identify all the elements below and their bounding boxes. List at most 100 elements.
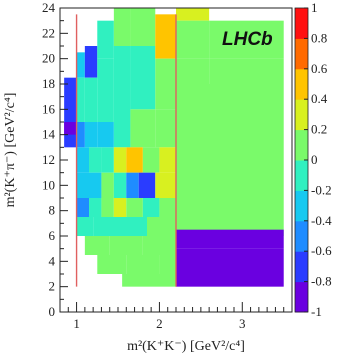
heatmap-cell (176, 58, 210, 84)
colorbar-segment (295, 38, 308, 70)
heatmap-cell (93, 217, 118, 236)
heatmap-cell (138, 172, 156, 198)
heatmap-cell (76, 77, 85, 122)
heatmap-cell (113, 46, 131, 122)
heatmap-cell (101, 198, 114, 217)
colorbar-segment (295, 251, 308, 283)
heatmap-cell (176, 20, 210, 59)
heatmap-cell (126, 172, 139, 198)
heatmap-cell (159, 147, 176, 173)
heatmap-cell (130, 109, 156, 148)
heatmap-cell (76, 147, 89, 173)
y-tick-label: 18 (42, 76, 55, 91)
heatmap-cell (126, 147, 143, 173)
heatmap-cell (84, 77, 98, 122)
heatmap-cell (113, 8, 131, 46)
heatmap-cell (97, 20, 114, 59)
heatmap-cell (159, 198, 176, 217)
colorbar-segment (295, 281, 308, 313)
heatmap-cell (147, 217, 176, 236)
heatmap-cell (122, 274, 176, 287)
heatmap-cell (101, 172, 114, 198)
heatmap-cell (155, 109, 176, 148)
heatmap-cells (64, 8, 284, 287)
heatmap-cell (64, 77, 77, 148)
heatmap-cell (84, 236, 110, 255)
heatmap-cell (76, 198, 89, 217)
colorbar-tick-label: 0.8 (311, 30, 327, 45)
heatmap-cell (155, 14, 176, 59)
heatmap-cell (155, 58, 176, 110)
heatmap-cell (113, 122, 131, 148)
heatmap-cell (76, 217, 94, 236)
heatmap-cell (101, 147, 114, 173)
colorbar-tick-label: -0.6 (311, 243, 332, 258)
y-tick-label: 2 (49, 279, 56, 294)
heatmap-cell (89, 147, 102, 173)
colorbar-tick-label: 0.2 (311, 122, 327, 137)
heatmap-cell (97, 58, 114, 122)
colorbar-tick-label: -1 (311, 304, 322, 319)
heatmap-cell (97, 255, 127, 274)
heatmap-cell (84, 122, 98, 148)
colorbar-tick-label: 0.6 (311, 61, 328, 76)
heatmap-cell (155, 172, 176, 198)
heatmap-cell (142, 236, 176, 255)
colorbar-segment (295, 68, 308, 100)
y-axis-label: m²(K⁺π⁻) [GeV²/c⁴] (3, 93, 18, 208)
x-axis-label: m²(K⁺K⁻) [GeV²/c⁴] (127, 339, 245, 354)
colorbar-segment (295, 220, 308, 252)
heatmap-cell (76, 172, 89, 198)
heatmap-cell (209, 58, 284, 84)
x-tick-label: 1 (73, 316, 80, 331)
heatmap-cell (176, 84, 210, 135)
colorbar-tick-label: 0 (311, 152, 318, 167)
y-tick-label: 12 (42, 152, 55, 167)
y-tick-label: 24 (42, 0, 56, 15)
heatmap-cell (209, 20, 284, 59)
y-tick-label: 0 (49, 304, 56, 319)
heatmap-cell (142, 198, 160, 217)
heatmap-cell (84, 46, 98, 78)
heatmap-cell (130, 8, 156, 46)
heatmap-cell (113, 198, 127, 217)
colorbar-segment (295, 129, 308, 161)
y-tick-label: 6 (49, 228, 56, 243)
colorbar-tick-label: 1 (311, 0, 318, 15)
heatmap-cell (89, 172, 102, 198)
heatmap-cell (89, 198, 102, 217)
y-tick-label: 8 (49, 203, 56, 218)
colorbar-tick-label: -0.2 (311, 182, 332, 197)
heatmap-cell (113, 147, 127, 173)
x-tick-label: 3 (239, 316, 246, 331)
colorbar-segment (295, 8, 308, 39)
heatmap-cell (130, 46, 156, 110)
colorbar-segment (295, 160, 308, 191)
heatmap-cell (142, 147, 160, 173)
y-tick-label: 14 (42, 127, 56, 142)
heatmap-cell (76, 122, 85, 148)
heatmap-cell (97, 122, 114, 148)
colorbar-tick-label: 0.4 (311, 91, 328, 106)
colorbar: 1 0.8 0.6 0.4 0.2 0 -0.2 -0.4 -0.6 -0.8 -1 (294, 0, 332, 319)
reference-lines (75, 14, 177, 287)
colorbar-tick-label: -0.4 (311, 213, 332, 228)
heatmap-cell (118, 217, 147, 236)
colorbar-tick-label: -0.8 (311, 274, 332, 289)
x-tick-label: 2 (156, 316, 163, 331)
heatmap-cell (126, 198, 143, 217)
heatmap-cell (176, 8, 210, 21)
colorbar-segment (295, 99, 308, 131)
heatmap-cell (159, 255, 176, 274)
heatmap-cell (64, 122, 77, 135)
lhcb-badge: LHCb (222, 29, 273, 50)
colorbar-segment (295, 190, 308, 222)
y-tick-label: 16 (42, 101, 56, 116)
heatmap-cell (113, 172, 127, 198)
heatmap-cell (176, 229, 284, 249)
y-tick-label: 22 (42, 25, 55, 40)
y-tick-label: 4 (49, 253, 56, 268)
axis-ticks (60, 7, 285, 313)
